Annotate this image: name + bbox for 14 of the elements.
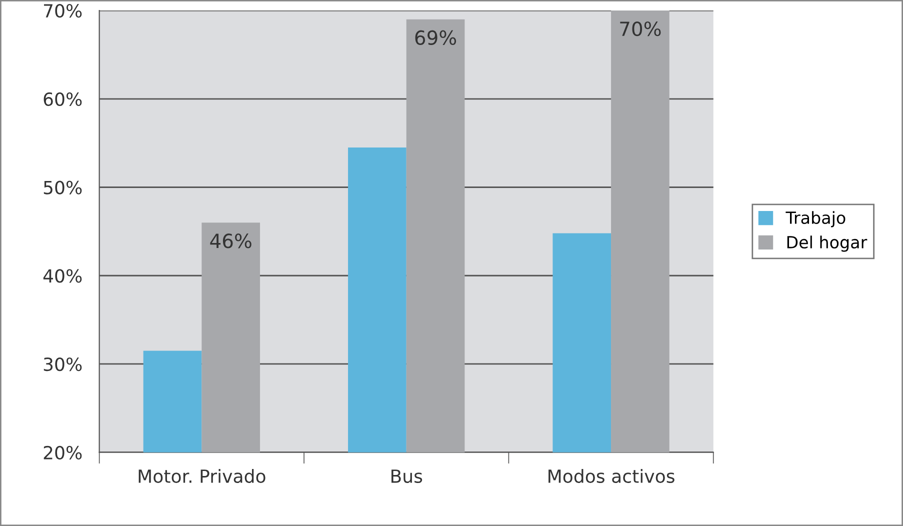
- y-tick-label: 70%: [44, 4, 82, 18]
- y-tick-label: 50%: [44, 180, 82, 194]
- y-tick-label: 20%: [44, 446, 82, 460]
- data-label: 46%: [210, 234, 252, 248]
- y-tick-label: 30%: [44, 357, 82, 372]
- x-tick-label: Modos activos: [548, 469, 674, 484]
- y-tick-label: 40%: [43, 269, 82, 283]
- data-label: 70%: [620, 21, 661, 36]
- y-tick-label: 60%: [44, 92, 82, 106]
- legend-label: Del hogar: [787, 236, 868, 252]
- data-label: 69%: [415, 30, 456, 46]
- x-tick-label: Motor. Privado: [138, 469, 266, 484]
- legend-label: Trabajo: [786, 211, 846, 228]
- x-tick-label: Bus: [392, 470, 422, 484]
